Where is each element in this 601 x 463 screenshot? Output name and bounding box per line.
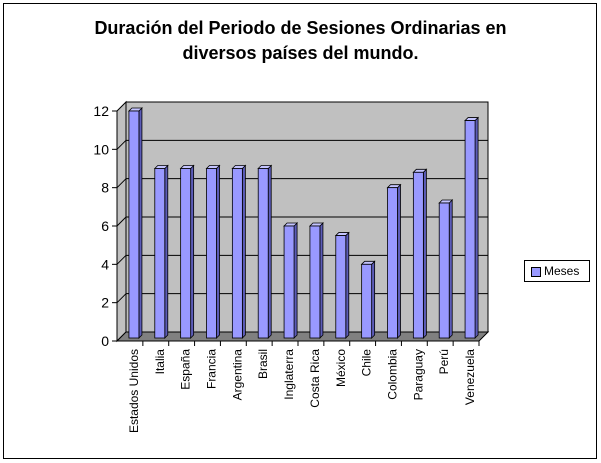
y-tick-label: 4 <box>101 256 109 272</box>
bar <box>464 120 476 339</box>
legend-label: Meses <box>544 264 580 278</box>
y-tick-label: 8 <box>101 180 109 196</box>
gridline-side <box>116 178 127 189</box>
chart-title: Duración del Periodo de Sesiones Ordinar… <box>0 16 601 66</box>
y-tick-label: 6 <box>101 218 109 234</box>
bar <box>231 168 243 339</box>
gridline-side <box>116 139 127 150</box>
legend-swatch <box>531 267 541 277</box>
gridline-side <box>116 293 127 304</box>
y-tick-label: 0 <box>101 333 109 349</box>
bar-side <box>448 199 453 339</box>
chart-title-line-2: diversos países del mundo. <box>182 43 419 63</box>
x-tick-label: Brasil <box>256 349 270 379</box>
y-tick-label: 2 <box>101 295 109 311</box>
bar <box>335 235 347 339</box>
bar <box>180 168 192 339</box>
bar <box>257 168 269 339</box>
x-tick-label: Venezuela <box>463 349 477 405</box>
x-tick-label: Paraguay <box>411 349 425 400</box>
bar-side <box>138 107 143 339</box>
plot-floor <box>115 331 490 342</box>
x-tick-label: Perú <box>437 349 451 374</box>
bar-side <box>319 222 324 339</box>
chart-title-line-1: Duración del Periodo de Sesiones Ordinar… <box>94 18 507 38</box>
x-tick-label: Italia <box>153 349 167 375</box>
gridline-side <box>116 254 127 265</box>
bar <box>361 263 373 339</box>
bar-side <box>216 164 220 339</box>
x-tick-label: España <box>179 349 193 390</box>
bar-side <box>267 164 272 339</box>
x-tick-label: Argentina <box>230 349 244 401</box>
bar <box>283 225 295 339</box>
bar <box>128 110 140 339</box>
bar <box>154 168 166 339</box>
x-tick-label: Colombia <box>386 349 400 400</box>
x-tick-label: Chile <box>360 349 374 377</box>
bar <box>438 202 450 339</box>
bar-side <box>164 164 169 339</box>
bar-side <box>241 164 246 339</box>
x-tick-label: Estados Unidos <box>127 349 141 433</box>
bar-side <box>190 164 195 339</box>
bar-side <box>345 231 350 339</box>
x-tick-label: Francia <box>205 349 219 389</box>
bar <box>206 168 217 339</box>
bar <box>309 225 321 339</box>
gridline-side <box>116 216 127 227</box>
bar-side <box>397 183 401 339</box>
bar <box>387 187 398 339</box>
bar <box>412 171 424 339</box>
bar-side <box>422 168 427 339</box>
bar-side <box>474 116 479 339</box>
x-tick-label: Costa Rica <box>308 349 322 408</box>
bar-side <box>371 260 376 339</box>
x-tick-label: México <box>334 349 348 387</box>
x-tick-label: Inglaterra <box>282 349 296 400</box>
y-tick-label: 10 <box>93 141 109 157</box>
legend: Meses <box>524 260 590 282</box>
y-tick-label: 12 <box>93 103 109 119</box>
bar-side <box>293 222 298 339</box>
